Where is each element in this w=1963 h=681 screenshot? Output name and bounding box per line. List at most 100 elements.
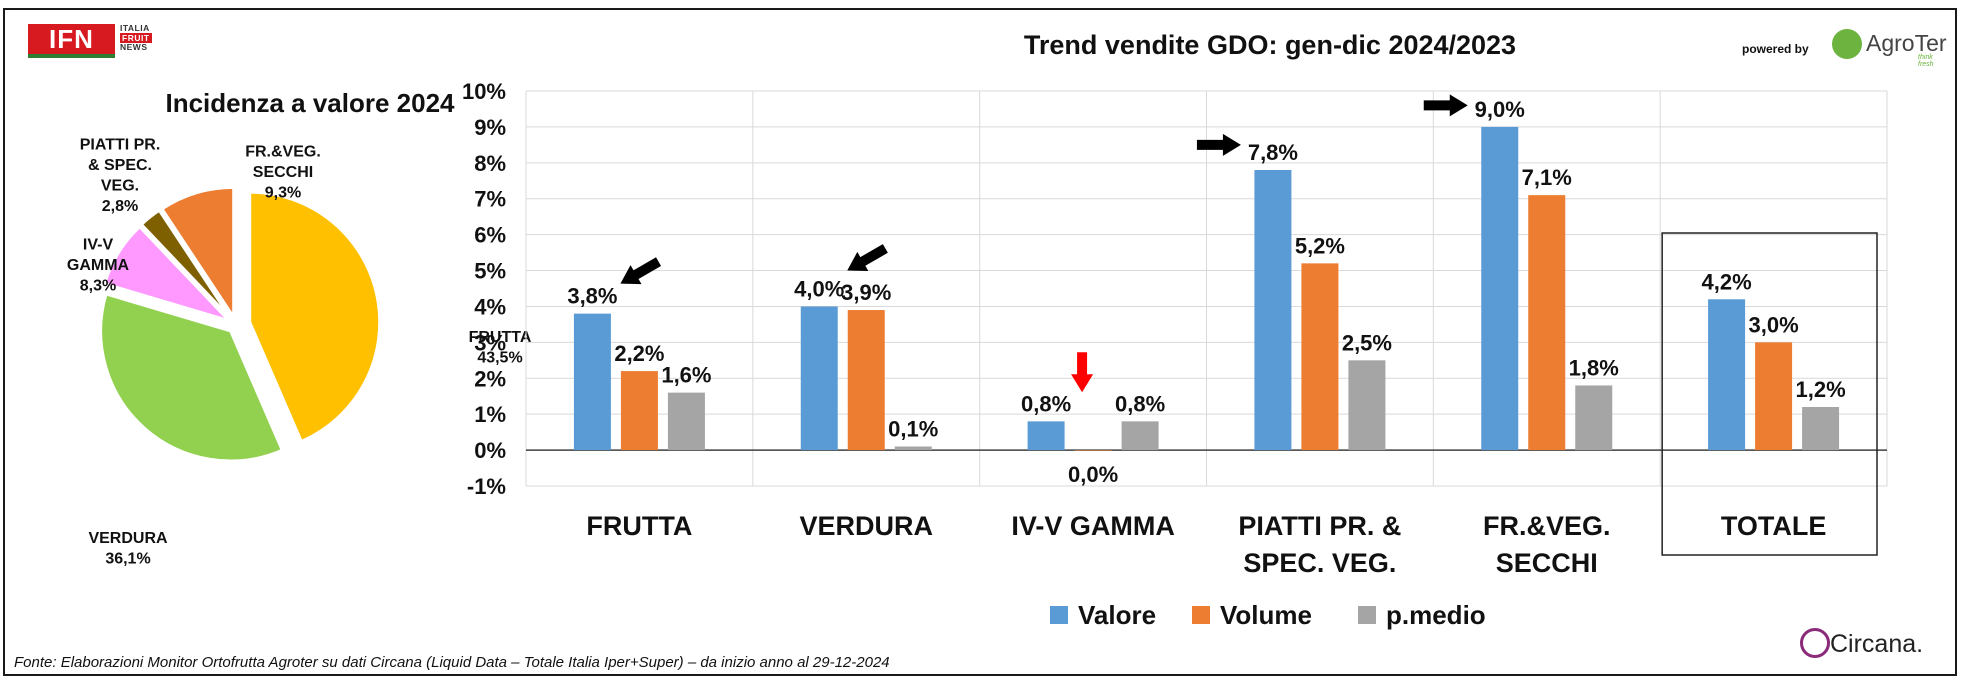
- pie-slice-name: VERDURA: [88, 530, 168, 547]
- legend-item-valore: Valore: [1050, 600, 1156, 631]
- bar: [1121, 421, 1159, 451]
- x-category-label: FR.&VEG.: [1483, 511, 1611, 541]
- bar: [573, 313, 611, 451]
- pie-slice-label: PIATTI PR. & SPEC. VEG. 2,8%: [80, 136, 161, 215]
- y-tick-label: 6%: [474, 223, 506, 248]
- bar-data-label: 1,2%: [1796, 377, 1846, 402]
- ifn-logo-mark: IFN: [28, 24, 115, 58]
- bar: [1575, 385, 1613, 451]
- pie-slice-name: GAMMA: [67, 257, 130, 274]
- bar-chart-title: Trend vendite GDO: gen-dic 2024/2023: [1023, 30, 1517, 60]
- ifn-logo-line1: ITALIA: [120, 23, 150, 33]
- pie-chart: FRUTTA 43,5% VERDURA 36,1% IV-V GAMMA 8,3% PIAT…: [67, 136, 532, 568]
- bar-data-label: 3,0%: [1749, 312, 1799, 337]
- bar-data-label: 2,2%: [614, 341, 664, 366]
- bar: [1348, 360, 1386, 451]
- figure-frame: [3, 8, 1957, 676]
- bar-data-label: 5,2%: [1295, 233, 1345, 258]
- pie-chart-title: Incidenza a valore 2024: [165, 88, 455, 118]
- legend-swatch-volume: [1192, 606, 1210, 625]
- y-tick-label: -1%: [467, 474, 506, 499]
- pie-slice-name: PIATTI PR.: [80, 136, 161, 153]
- y-tick-label: 0%: [474, 438, 506, 463]
- source-note: Fonte: Elaborazioni Monitor Ortofrutta A…: [14, 654, 890, 671]
- pie-slice: [139, 208, 233, 320]
- x-category-label: TOTALE: [1721, 511, 1827, 541]
- trend-arrow-icon: [847, 244, 888, 271]
- bar-data-label: 3,9%: [841, 280, 891, 305]
- pie-slice-value: 9,3%: [265, 185, 301, 202]
- legend-item-volume: Volume: [1192, 600, 1312, 631]
- legend-swatch-pmedio: [1358, 606, 1376, 625]
- pie-slice-name: FRUTTA: [469, 329, 532, 346]
- circana-logo: Circana.: [1800, 626, 1950, 666]
- x-category-label: PIATTI PR. &: [1238, 511, 1401, 541]
- pie-slice: [102, 224, 235, 324]
- bar: [1254, 170, 1292, 451]
- x-category-label: IV-V GAMMA: [1011, 511, 1175, 541]
- ifn-logo: IFN ITALIA FRUIT NEWS: [28, 23, 173, 58]
- bar-data-label: 4,0%: [794, 276, 844, 301]
- pie-slice-name: SECCHI: [253, 164, 313, 181]
- y-tick-label: 2%: [474, 366, 506, 391]
- bar-data-label: 9,0%: [1475, 97, 1525, 122]
- pie-slice-value: 36,1%: [105, 550, 150, 567]
- bar-data-label: 2,5%: [1342, 330, 1392, 355]
- bar-data-label: 1,8%: [1569, 355, 1619, 380]
- pie-slice: [248, 190, 382, 444]
- bar: [667, 392, 705, 451]
- x-category-label: SECCHI: [1496, 548, 1598, 578]
- trend-arrow-right-icon: [1423, 94, 1468, 117]
- bar-data-label: 0,8%: [1021, 391, 1071, 416]
- pie-slice-name: FR.&VEG.: [245, 144, 321, 161]
- trend-arrow-right-icon: [1196, 133, 1241, 156]
- trend-arrow-icon: [620, 257, 662, 285]
- y-tick-label: 8%: [474, 151, 506, 176]
- pie-slice-label: FRUTTA 43,5%: [469, 329, 532, 367]
- bar: [1481, 126, 1519, 451]
- trend-arrow-icon-shape: [620, 257, 662, 285]
- bar-data-label: 7,8%: [1248, 140, 1298, 165]
- pie-slice: [159, 185, 236, 323]
- powered-by-label: powered by: [1742, 42, 1809, 56]
- pie-slice-name: VEG.: [101, 177, 139, 194]
- legend-item-pmedio: p.medio: [1358, 600, 1486, 631]
- y-tick-label: 10%: [462, 79, 506, 104]
- trend-arrow-icon-shape: [847, 244, 888, 271]
- pie-slice-label: VERDURA 36,1%: [88, 530, 168, 568]
- trend-arrow-right-icon-shape: [1196, 133, 1241, 156]
- x-category-label: VERDURA: [799, 511, 933, 541]
- ifn-logo-text: ITALIA FRUIT NEWS: [120, 23, 152, 53]
- y-tick-label: 5%: [474, 259, 506, 284]
- agroter-logo: AgroTer think fresh: [1832, 26, 1950, 68]
- pie-slice-name: IV-V: [83, 237, 114, 254]
- x-category-label: SPEC. VEG.: [1243, 548, 1396, 578]
- y-tick-label: 3%: [474, 330, 506, 355]
- bar-data-label: 1,6%: [661, 363, 711, 388]
- bar-data-label: 0,1%: [888, 417, 938, 442]
- bar-data-label: 4,2%: [1702, 269, 1752, 294]
- y-tick-label: 9%: [474, 115, 506, 140]
- bar: [620, 371, 658, 451]
- ifn-logo-line3: NEWS: [120, 42, 148, 53]
- pie-slice-name: & SPEC.: [88, 157, 152, 174]
- bar: [847, 310, 885, 451]
- pie-slice-value: 8,3%: [80, 278, 116, 295]
- pie-slice-value: 2,8%: [102, 198, 138, 215]
- bar-data-label: 3,8%: [567, 284, 617, 309]
- ifn-logo-line2: FRUIT: [120, 32, 152, 43]
- circana-logo-text: Circana.: [1830, 630, 1924, 658]
- bar: [894, 446, 932, 451]
- agroter-logo-tagline: think fresh: [1918, 54, 1934, 68]
- legend-swatch-valore: [1050, 606, 1068, 625]
- agroter-logo-name: AgroTer: [1866, 30, 1947, 56]
- bar: [1301, 263, 1339, 451]
- x-category-label: FRUTTA: [586, 511, 692, 541]
- legend-label-volume: Volume: [1220, 600, 1312, 630]
- trend-arrow-down-icon-shape: [1071, 352, 1094, 393]
- circana-ring-icon: [1800, 628, 1830, 658]
- y-tick-label: 7%: [474, 187, 506, 212]
- trend-arrow-down-icon: [1071, 352, 1094, 393]
- bar: [1027, 421, 1065, 451]
